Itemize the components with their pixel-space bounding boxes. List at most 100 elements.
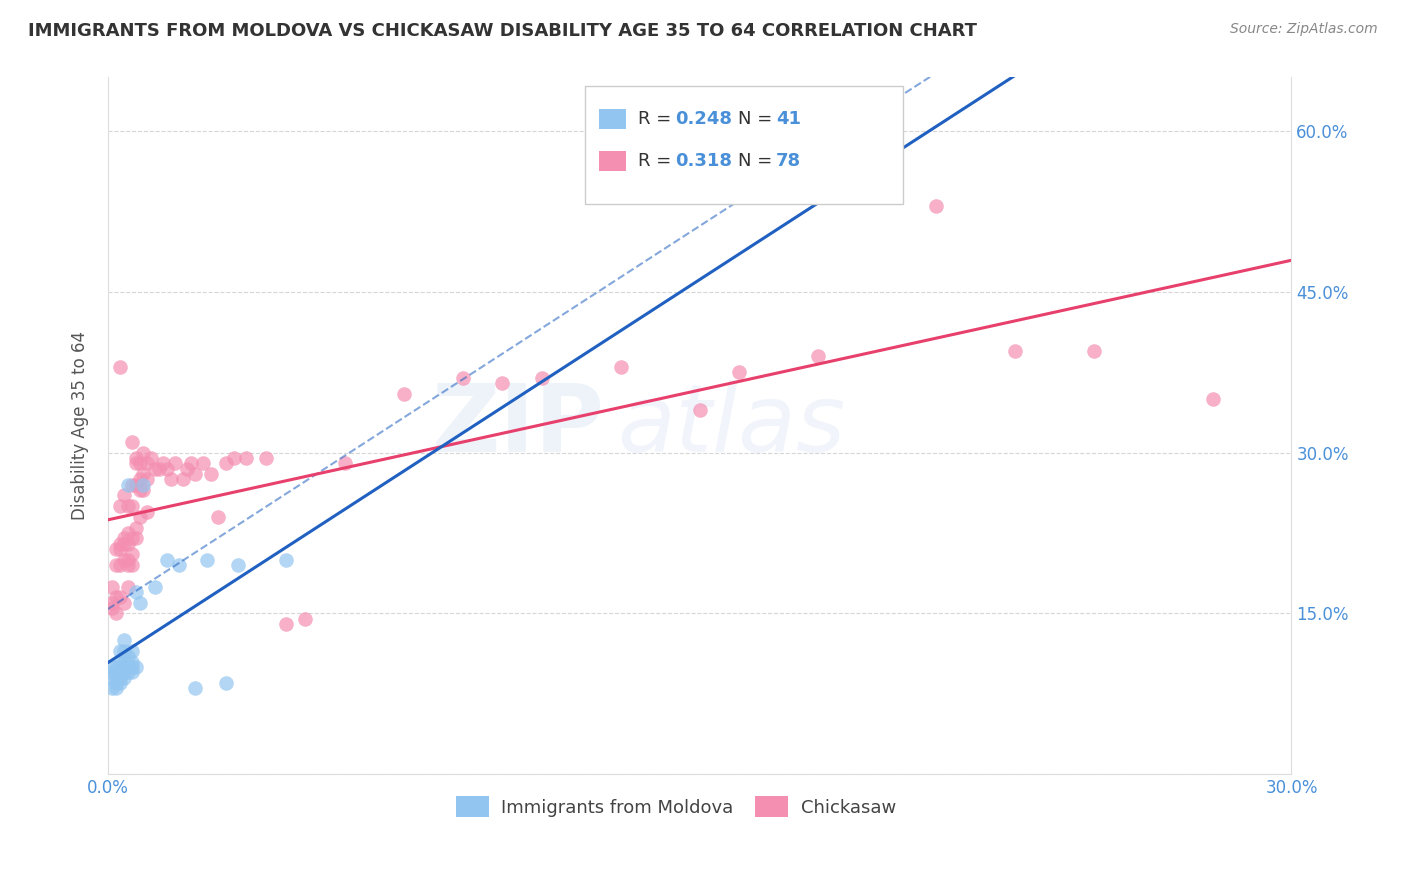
- Point: [112, 596, 135, 610]
- Point: [121, 655, 143, 669]
- Point: [1083, 343, 1105, 358]
- Point: [101, 660, 124, 674]
- Point: [104, 681, 127, 696]
- Text: R =: R =: [637, 111, 676, 128]
- Point: [101, 601, 124, 615]
- Point: [104, 676, 127, 690]
- Point: [112, 537, 135, 551]
- Point: [124, 456, 146, 470]
- Point: [132, 477, 155, 491]
- FancyBboxPatch shape: [599, 152, 626, 170]
- Legend: Immigrants from Moldova, Chickasaw: Immigrants from Moldova, Chickasaw: [449, 789, 903, 824]
- Point: [121, 665, 143, 680]
- Point: [530, 370, 553, 384]
- Text: Source: ZipAtlas.com: Source: ZipAtlas.com: [1230, 22, 1378, 37]
- Point: [215, 456, 238, 470]
- Point: [165, 456, 187, 470]
- Point: [200, 467, 222, 481]
- Point: [156, 461, 179, 475]
- Point: [925, 199, 948, 213]
- Point: [274, 617, 297, 632]
- Text: ZIP: ZIP: [432, 380, 605, 472]
- Point: [143, 461, 166, 475]
- Point: [491, 376, 513, 390]
- Text: N =: N =: [738, 111, 778, 128]
- Point: [184, 467, 207, 481]
- Point: [128, 456, 150, 470]
- Point: [136, 504, 159, 518]
- Point: [108, 671, 131, 685]
- Point: [333, 456, 356, 470]
- Point: [108, 660, 131, 674]
- Point: [128, 596, 150, 610]
- Point: [184, 681, 207, 696]
- Point: [108, 537, 131, 551]
- Point: [108, 655, 131, 669]
- Point: [274, 553, 297, 567]
- Point: [101, 596, 124, 610]
- Point: [124, 585, 146, 599]
- Point: [112, 488, 135, 502]
- Point: [108, 558, 131, 573]
- Point: [180, 456, 202, 470]
- Point: [128, 483, 150, 497]
- Point: [235, 450, 257, 465]
- Point: [124, 477, 146, 491]
- Point: [117, 649, 139, 664]
- Point: [191, 456, 214, 470]
- Point: [207, 509, 229, 524]
- Point: [117, 525, 139, 540]
- FancyBboxPatch shape: [599, 110, 626, 129]
- Point: [108, 665, 131, 680]
- Point: [108, 676, 131, 690]
- Text: atlas: atlas: [617, 380, 845, 471]
- Point: [807, 349, 830, 363]
- Point: [728, 365, 751, 379]
- Point: [152, 456, 174, 470]
- Point: [124, 660, 146, 674]
- Point: [112, 553, 135, 567]
- Point: [132, 483, 155, 497]
- Point: [121, 532, 143, 546]
- Point: [117, 477, 139, 491]
- Text: 41: 41: [776, 111, 801, 128]
- Point: [108, 359, 131, 374]
- Point: [104, 665, 127, 680]
- Point: [121, 660, 143, 674]
- Point: [101, 580, 124, 594]
- Point: [167, 558, 190, 573]
- Point: [101, 665, 124, 680]
- Point: [121, 644, 143, 658]
- Point: [156, 553, 179, 567]
- Text: 0.318: 0.318: [675, 152, 733, 170]
- Point: [160, 472, 183, 486]
- Point: [224, 450, 246, 465]
- Point: [117, 580, 139, 594]
- Point: [124, 520, 146, 534]
- Point: [136, 472, 159, 486]
- Point: [128, 472, 150, 486]
- Point: [1201, 392, 1223, 406]
- Point: [132, 445, 155, 459]
- Point: [104, 542, 127, 557]
- Text: 0.248: 0.248: [675, 111, 733, 128]
- FancyBboxPatch shape: [585, 87, 903, 204]
- Point: [451, 370, 474, 384]
- Point: [172, 472, 194, 486]
- Point: [112, 665, 135, 680]
- Point: [108, 591, 131, 605]
- Point: [195, 553, 218, 567]
- Point: [117, 537, 139, 551]
- Point: [108, 542, 131, 557]
- Point: [112, 644, 135, 658]
- Point: [121, 558, 143, 573]
- Text: N =: N =: [738, 152, 778, 170]
- Point: [112, 633, 135, 648]
- Point: [104, 671, 127, 685]
- Point: [128, 509, 150, 524]
- Point: [117, 660, 139, 674]
- Point: [226, 558, 249, 573]
- Point: [117, 558, 139, 573]
- Point: [610, 359, 633, 374]
- Point: [254, 450, 277, 465]
